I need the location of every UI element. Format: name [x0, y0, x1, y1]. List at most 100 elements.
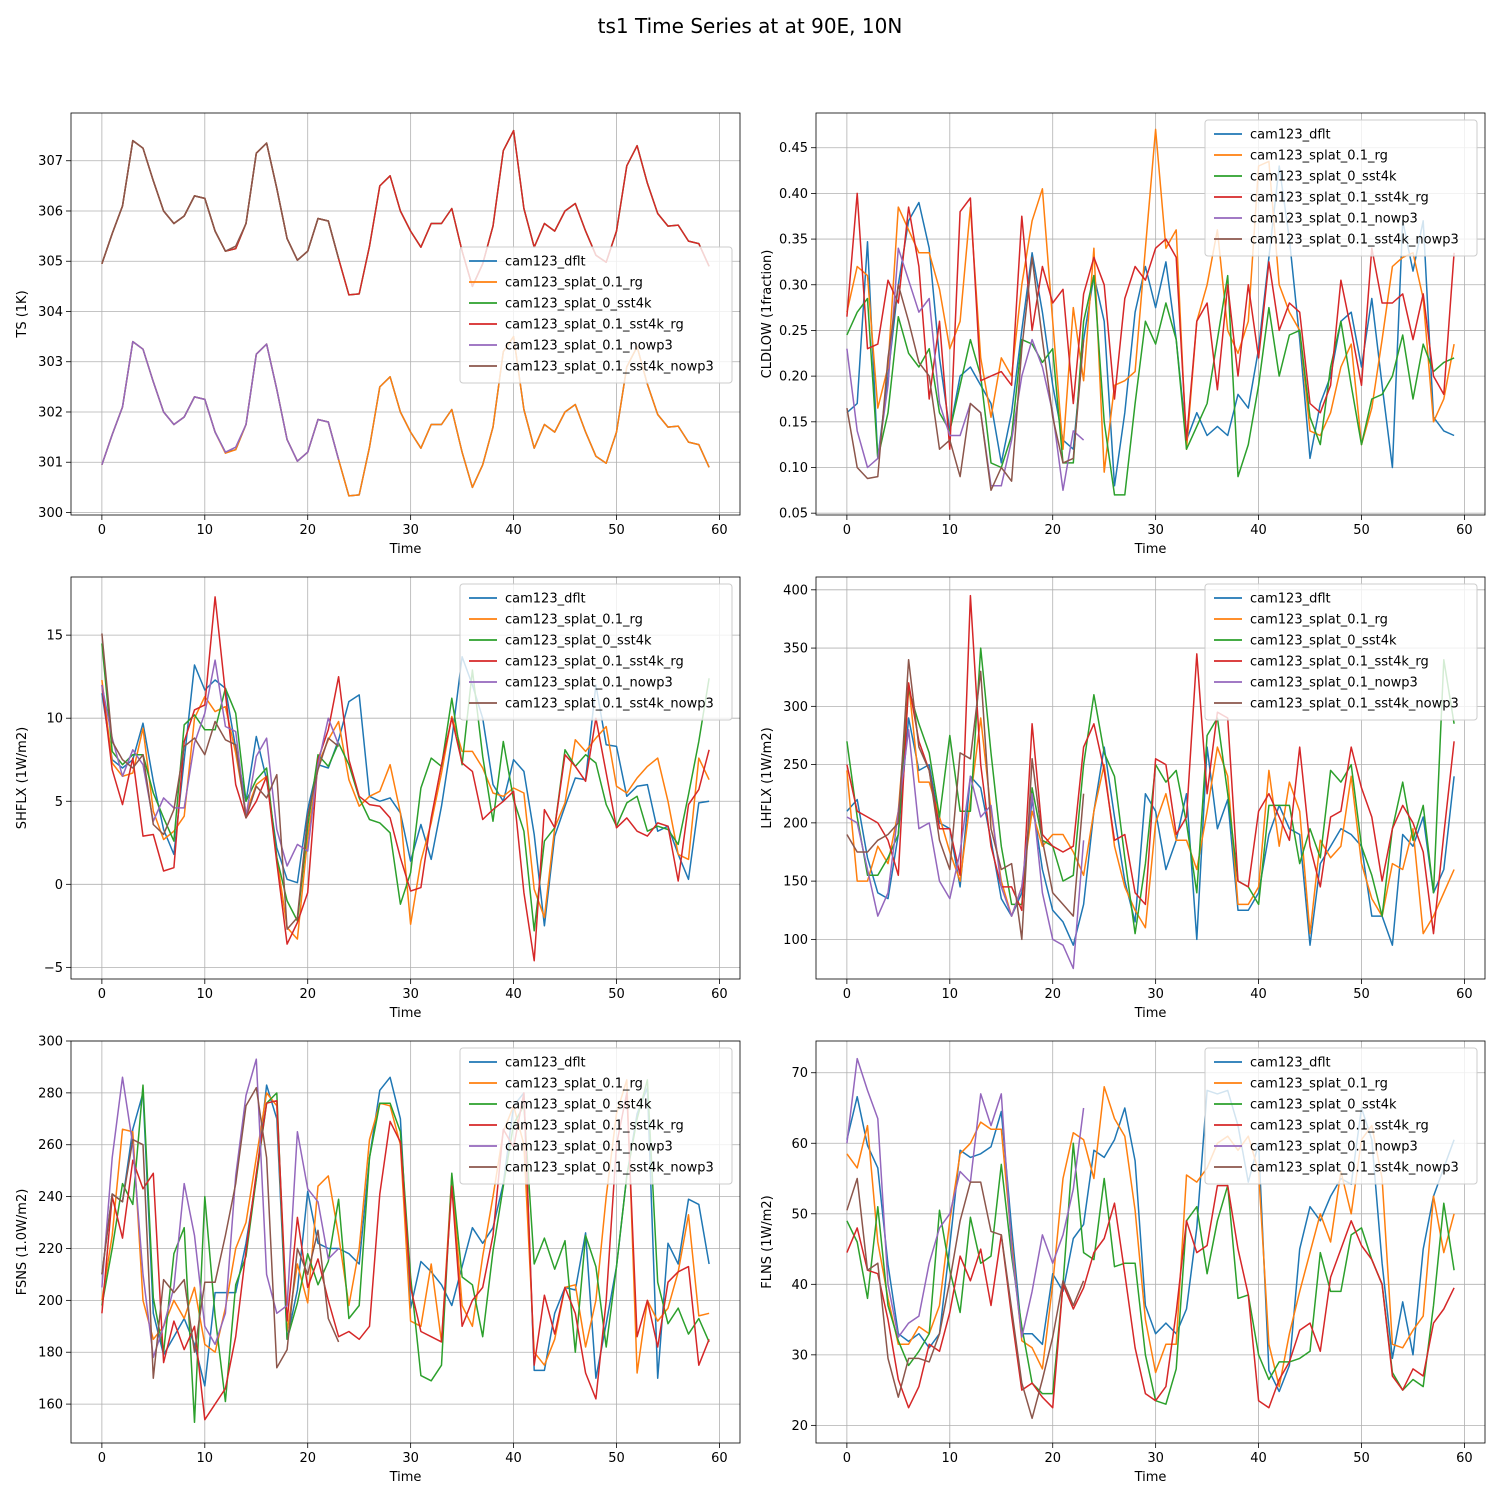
legend-entry: cam123_splat_0.1_rg	[505, 1077, 643, 1092]
y-tick-label: 50	[791, 1207, 808, 1222]
x-tick-label: 10	[197, 987, 214, 1002]
y-tick-label: 306	[38, 204, 63, 219]
x-tick-label: 30	[402, 1451, 419, 1466]
legend-entry: cam123_splat_0.1_rg	[1250, 149, 1388, 164]
x-tick-label: 20	[299, 987, 316, 1002]
legend-entry: cam123_splat_0.1_sst4k_nowp3	[505, 360, 714, 375]
x-tick-label: 60	[1456, 1451, 1473, 1466]
x-tick-label: 40	[505, 523, 522, 538]
y-tick-label: 180	[38, 1346, 63, 1361]
x-tick-label: 0	[843, 987, 851, 1002]
series-line-cam123_splat_0.1_sst4k_rg	[101, 596, 710, 962]
subplot-6: 0 10 20 30 40 50 60 20 30 40 50 60 70 Time FLNS (1W/m2…	[760, 1040, 1486, 1485]
x-tick-label: 50	[1353, 1451, 1370, 1466]
legend-entry: cam123_splat_0.1_sst4k_rg	[505, 318, 684, 333]
legend: cam123_dflt cam123_splat_0.1_rg cam123_spl…	[459, 1047, 733, 1185]
x-tick-label: 60	[711, 1451, 728, 1466]
axes-frame	[815, 1040, 1486, 1444]
x-tick-label: 30	[402, 987, 419, 1002]
legend-entry: cam123_splat_0_sst4k	[505, 297, 652, 312]
y-tick-label: 280	[38, 1086, 63, 1101]
figure-title: ts1 Time Series at at 90E, 10N	[597, 14, 903, 38]
legend-entry: cam123_splat_0.1_sst4k_nowp3	[505, 697, 714, 712]
x-tick-label: 10	[942, 1451, 959, 1466]
legend-entry: cam123_splat_0.1_nowp3	[1250, 1140, 1418, 1155]
legend: cam123_dflt cam123_splat_0.1_rg cam123_spl…	[1204, 1047, 1478, 1185]
series-line-cam123_splat_0.1_rg	[846, 682, 1455, 935]
y-tick-label: 30	[791, 1348, 808, 1363]
legend-entry: cam123_splat_0_sst4k	[505, 1098, 652, 1113]
y-tick-label: 10	[46, 712, 63, 727]
series-line-cam123_splat_0.1_nowp3	[101, 659, 340, 867]
series-line-cam123_splat_0_sst4k	[846, 1142, 1455, 1405]
legend-entry: cam123_splat_0.1_sst4k_nowp3	[1250, 233, 1459, 248]
x-axis-label: Time	[389, 542, 422, 557]
legend: cam123_dflt cam123_splat_0.1_rg cam123_spl…	[1204, 583, 1478, 721]
y-tick-label: 300	[783, 700, 808, 715]
y-axis-label: TS (1K)	[15, 290, 30, 338]
series-line-cam123_splat_0.1_sst4k_nowp3	[101, 139, 340, 265]
series-line-cam123_splat_0.1_nowp3	[101, 1058, 340, 1359]
legend-entry: cam123_splat_0.1_rg	[1250, 613, 1388, 628]
legend-entry: cam123_dflt	[1250, 128, 1331, 143]
y-tick-label: 15	[46, 629, 63, 644]
axes-frame	[70, 576, 741, 980]
series-line-cam123_splat_0.1_rg	[846, 128, 1455, 473]
series-line-cam123_splat_0.1_nowp3	[846, 1057, 1085, 1338]
legend-box	[459, 583, 733, 721]
legend-entry: cam123_dflt	[1250, 592, 1331, 607]
legend-entry: cam123_splat_0_sst4k	[505, 634, 652, 649]
y-tick-label: 350	[783, 642, 808, 657]
y-tick-label: 0.30	[779, 278, 808, 293]
y-tick-label: 300	[38, 1035, 63, 1050]
legend-entry: cam123_splat_0.1_nowp3	[505, 339, 673, 354]
x-tick-label: 0	[98, 1451, 106, 1466]
legend-entry: cam123_splat_0.1_sst4k_rg	[1250, 1119, 1429, 1134]
y-tick-label: 0.20	[779, 370, 808, 385]
x-tick-label: 20	[299, 523, 316, 538]
x-tick-label: 50	[608, 523, 625, 538]
y-tick-label: 305	[38, 255, 63, 270]
legend-entry: cam123_dflt	[505, 255, 586, 270]
y-tick-label: 150	[783, 875, 808, 890]
y-tick-label: 307	[38, 154, 63, 169]
x-tick-label: 10	[942, 987, 959, 1002]
legend-box	[459, 1047, 733, 1185]
y-tick-label: 400	[783, 583, 808, 598]
series-line-cam123_dflt	[101, 655, 710, 927]
legend-entry: cam123_splat_0.1_rg	[505, 613, 643, 628]
x-tick-label: 40	[505, 1451, 522, 1466]
x-axis-label: Time	[1134, 1006, 1167, 1021]
subplot-1: 0 10 20 30 40 50 60 300 301 302 303 304 305 306 307 Tim…	[15, 112, 741, 557]
x-tick-label: 40	[505, 987, 522, 1002]
legend-entry: cam123_splat_0.1_nowp3	[505, 676, 673, 691]
legend: cam123_dflt cam123_splat_0.1_rg cam123_spl…	[459, 583, 733, 721]
legend-entry: cam123_splat_0.1_sst4k_rg	[1250, 191, 1429, 206]
legend-entry: cam123_splat_0.1_rg	[505, 276, 643, 291]
x-tick-label: 30	[402, 523, 419, 538]
y-tick-label: −5	[44, 961, 63, 976]
legend-entry: cam123_splat_0.1_nowp3	[1250, 212, 1418, 227]
legend-entry: cam123_dflt	[505, 592, 586, 607]
legend-entry: cam123_dflt	[505, 1056, 586, 1071]
axes-frame	[70, 1040, 741, 1444]
y-tick-label: 5	[55, 795, 63, 810]
y-tick-label: 0.05	[779, 507, 808, 522]
legend-entry: cam123_splat_0.1_sst4k_nowp3	[505, 1161, 714, 1176]
y-tick-label: 260	[38, 1138, 63, 1153]
x-tick-label: 50	[1353, 523, 1370, 538]
legend-box	[1204, 583, 1478, 721]
x-axis-label: Time	[1134, 1470, 1167, 1485]
series-line-cam123_splat_0.1_sst4k_rg	[846, 594, 1455, 935]
legend-entry: cam123_splat_0.1_nowp3	[1250, 676, 1418, 691]
y-tick-label: 60	[791, 1137, 808, 1152]
y-tick-label: 0.35	[779, 233, 808, 248]
legend-entry: cam123_splat_0.1_rg	[1250, 1077, 1388, 1092]
subplot-2: 0 10 20 30 40 50 60 0.05 0.10 0.15 0.20 0.25 0.30 0.3…	[760, 112, 1486, 557]
legend-entry: cam123_splat_0_sst4k	[1250, 170, 1397, 185]
y-axis-label: FLNS (1W/m2)	[760, 1195, 775, 1288]
subplot-5: 0 10 20 30 40 50 60 160 180 200 220 240 260 280 300 Tim…	[15, 1035, 741, 1485]
y-tick-label: 220	[38, 1242, 63, 1257]
x-tick-label: 20	[299, 1451, 316, 1466]
